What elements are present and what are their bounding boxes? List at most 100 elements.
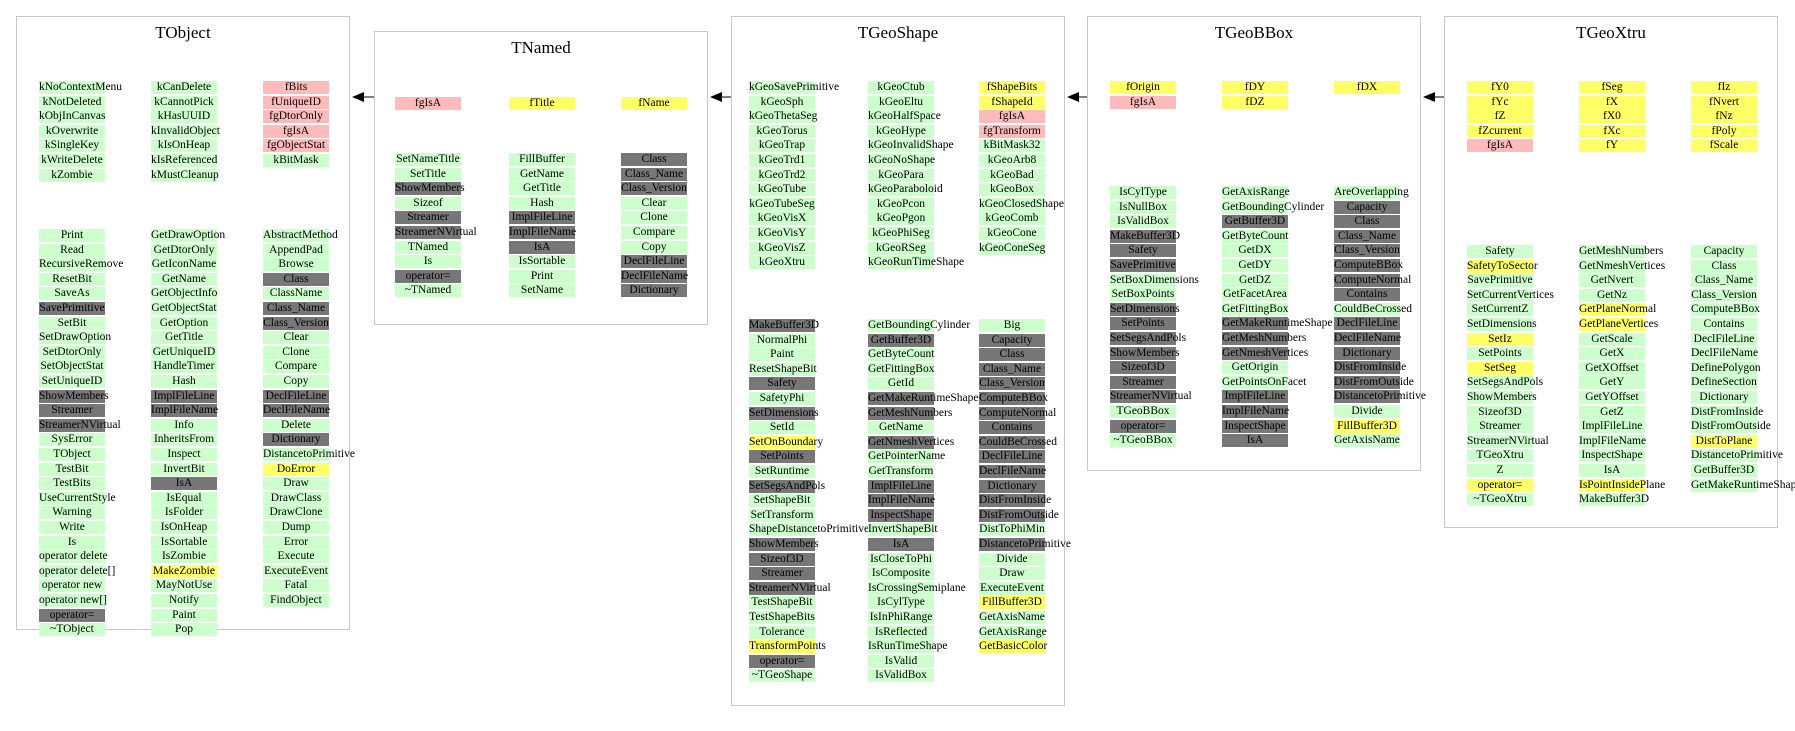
class-title: TGeoXtru <box>1576 23 1646 42</box>
method-entry: GetIconName <box>151 258 217 272</box>
method-entry: Divide <box>979 552 1045 566</box>
method-entry: ComputeBBox <box>979 392 1049 405</box>
method-entry: InvertShapeBit <box>868 523 938 537</box>
member-entry: fgDtorOnly <box>263 110 329 124</box>
method-entry: Error <box>263 535 329 549</box>
member-entry: fgIsA <box>1110 95 1176 109</box>
member-entry: fNvert <box>1691 95 1757 109</box>
method-entry: Class_Name <box>1691 274 1757 288</box>
method-entry: ImplFileName <box>1579 434 1647 448</box>
member-entry: fBits <box>263 81 329 94</box>
method-entry: GetY <box>1579 376 1645 390</box>
method-entry: InspectShape <box>1222 419 1288 433</box>
method-entry: HandleTimer <box>151 360 217 374</box>
member-entry: kGeoSph <box>749 95 815 109</box>
method-entry: Z <box>1467 464 1533 477</box>
method-entry: DefineSection <box>1691 376 1757 390</box>
member-entry: fDZ <box>1222 95 1288 109</box>
method-entry: GetObjectStat <box>151 302 217 315</box>
method-entry: ~TObject <box>39 623 105 637</box>
method-entry: GetBuffer3D <box>1222 215 1288 229</box>
method-entry: ShowMembers <box>395 182 465 196</box>
member-entry: kGeoThetaSeg <box>749 110 818 124</box>
method-entry: operator new[] <box>39 594 108 607</box>
member-entry: fXc <box>1579 124 1645 138</box>
method-entry: SetTitle <box>395 167 461 181</box>
class-box-tgeobbox: TGeoBBox fOrigin fgIsA fDY fDZ fDX IsCylType Is… <box>1087 16 1426 471</box>
method-entry: Draw <box>979 567 1045 581</box>
method-entry: MakeBuffer3D <box>749 319 820 332</box>
method-entry: TestShapeBits <box>749 611 815 624</box>
method-entry: ComputeNormal <box>1334 273 1412 287</box>
method-entry: Copy <box>621 240 687 254</box>
method-entry: SafetyToSector <box>1467 259 1538 273</box>
method-entry: GetNmeshVertices <box>1579 259 1666 273</box>
member-entry: fX0 <box>1579 110 1645 124</box>
method-entry: operator new <box>39 579 105 593</box>
class-box-tgeoshape: TGeoShape kGeoSavePrimitive kGeoSph kGeoThe… <box>731 16 1071 706</box>
method-entry: Class_Name <box>979 362 1045 376</box>
member-entry: kWriteDelete <box>39 154 105 167</box>
method-entry: GetPlaneVertices <box>1579 318 1659 331</box>
method-entry: Copy <box>263 375 329 388</box>
member-entry: fShapeBits <box>979 81 1045 94</box>
method-entry: InspectShape <box>1579 449 1645 463</box>
method-entry: GetDZ <box>1222 273 1288 287</box>
method-entry: StreamerNVirtual <box>1110 390 1192 404</box>
method-entry: Sizeof <box>395 196 461 210</box>
method-entry: Print <box>509 269 575 283</box>
method-entry: TestBit <box>39 462 105 476</box>
method-entry: GetName <box>868 421 934 435</box>
inheritance-arrowhead <box>1067 92 1079 102</box>
method-entry: SetPoints <box>749 450 815 464</box>
class-title: TNamed <box>511 38 571 57</box>
method-entry: Class <box>263 272 329 286</box>
method-entry: Class_Version <box>1691 288 1757 302</box>
method-entry: SetCurrentZ <box>1467 303 1533 317</box>
method-entry: GetYOffset <box>1579 391 1645 404</box>
method-entry: StreamerNVirtual <box>39 418 121 432</box>
method-entry: GetName <box>151 272 217 286</box>
method-entry: IsEqual <box>151 491 217 505</box>
method-entry: operator= <box>1467 478 1533 492</box>
method-entry: Contains <box>1334 288 1400 302</box>
member-entry: kGeoHype <box>868 124 934 138</box>
method-entry: MakeZombie <box>151 564 217 578</box>
member-entry: fgIsA <box>395 97 461 110</box>
member-entry: kGeoRSeg <box>868 241 934 255</box>
method-entry: DistFromInside <box>1334 361 1407 375</box>
class-box-tnamed: TNamed fgIsA fTitle fName SetNameTitle SetTit… <box>374 31 708 325</box>
method-entry: IsSortable <box>151 535 217 549</box>
method-entry: GetDrawOption <box>151 229 226 242</box>
method-entry: SetBoxPoints <box>1110 288 1176 302</box>
method-entry: GetNz <box>1579 288 1645 302</box>
member-entry: fPoly <box>1691 124 1757 138</box>
member-entry: kGeoTrap <box>749 139 815 153</box>
method-entry: ShowMembers <box>1110 346 1180 360</box>
method-entry: IsValidBox <box>1110 215 1176 229</box>
method-entry: DeclFileLine <box>1691 332 1757 346</box>
method-entry: Safety <box>1467 245 1533 258</box>
member-entry: kGeoInvalidShape <box>868 139 954 153</box>
method-entry: GetAxisName <box>979 611 1045 624</box>
method-entry: GetPointerName <box>868 450 946 464</box>
member-entry: kObjInCanvas <box>39 110 106 124</box>
method-entry: IsComposite <box>868 567 934 581</box>
method-entry: SetBit <box>39 316 105 330</box>
inheritance-arrowhead <box>352 92 364 102</box>
class-box-tobject: TObject kNoContextMenu kNotDeleted kObjInCa… <box>16 16 355 637</box>
method-entry: GetOrigin <box>1222 361 1288 375</box>
method-entry: Class <box>621 153 687 166</box>
member-entry: kCannotPick <box>151 95 217 109</box>
method-entry: GetOption <box>151 316 217 330</box>
method-entry: SavePrimitive <box>1467 274 1533 288</box>
member-entry: fNz <box>1691 110 1757 124</box>
method-entry: Read <box>39 243 105 257</box>
method-entry: SetPoints <box>1467 347 1533 361</box>
method-entry: DeclFileName <box>979 465 1047 478</box>
method-entry: DefinePolygon <box>1691 361 1761 375</box>
method-entry: Write <box>39 521 105 534</box>
method-entry: IsInPhiRange <box>868 611 934 624</box>
method-entry: Draw <box>263 477 329 491</box>
method-entry: Fatal <box>263 579 329 593</box>
